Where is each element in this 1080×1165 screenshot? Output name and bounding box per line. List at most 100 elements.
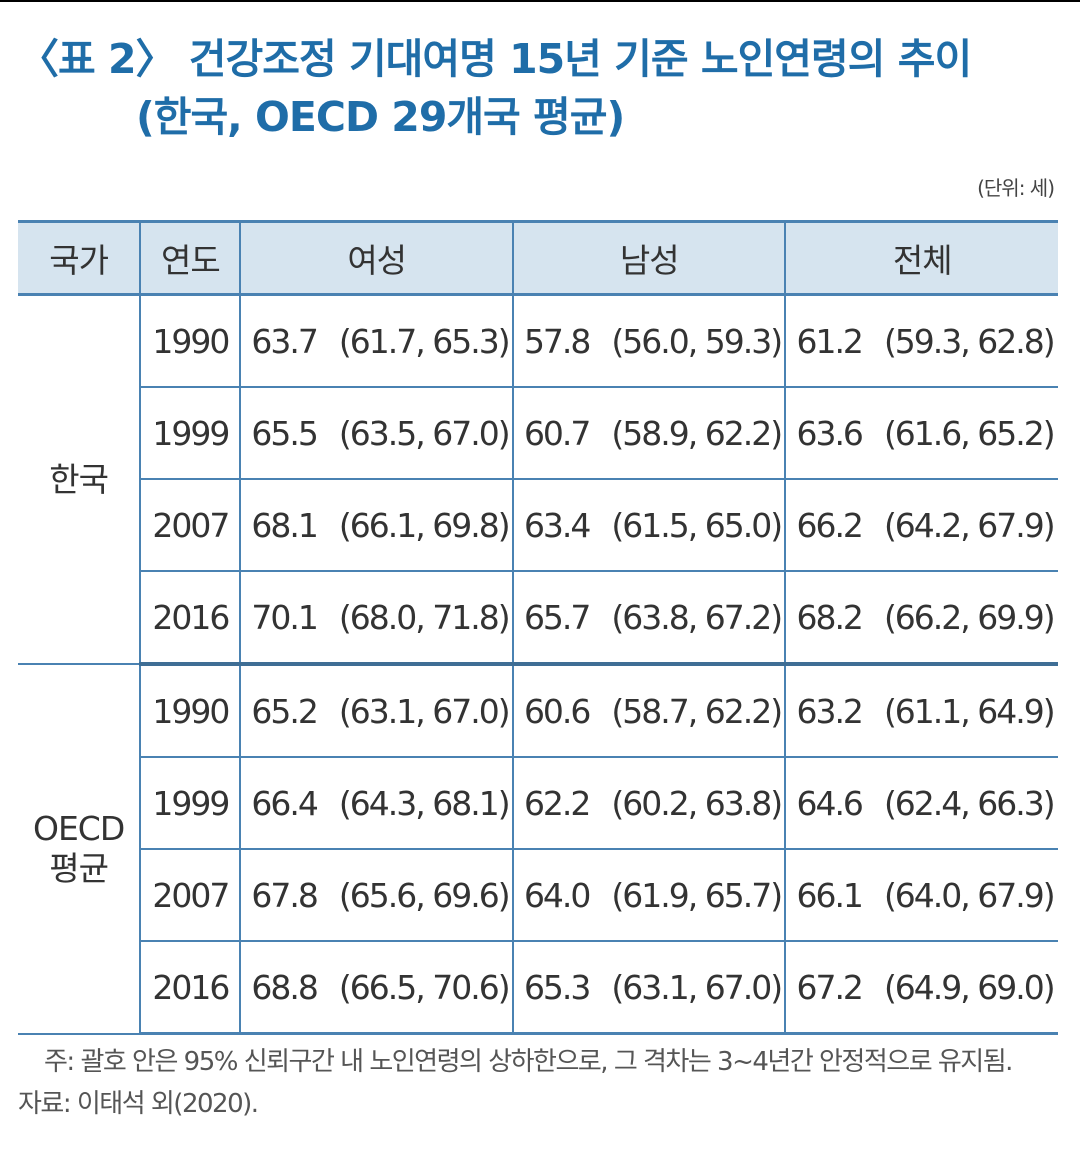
table-row: 2007 67.8 (65.6, 69.6) 64.0 (61.9, 65.7) 66.1… [18,849,1058,942]
table-row: 2007 68.1 (66.1, 69.8) 63.4 (61.5, 65.0) 66.2… [18,479,1058,572]
female-value: 66.4 [251,783,318,823]
total-value: 66.1 [796,875,863,915]
total-cell: 63.2 (61.1, 64.9) [784,664,1058,758]
total-confidence-interval: (66.2, 69.9) [883,597,1056,637]
female-confidence-interval: (68.0, 71.8) [338,597,511,637]
year-cell: 1999 [139,757,241,850]
header-row: 국가 연도 여성 남성 전체 [18,220,1058,296]
table-row: 한국 1990 63.7 (61.7, 65.3) 57.8 (56.0, 59.3) 61… [18,294,1058,665]
title-line-1: 〈표 2〉 건강조정 기대여명 15년 기준 노인연령의 추이 [18,35,972,83]
country-cell: 한국 [18,294,141,665]
header-year: 연도 [139,220,241,296]
country-name-line-2: 평균 [49,848,109,888]
total-cell: 67.2 (64.9, 69.0) [784,941,1058,1035]
male-cell: 65.7 (63.8, 67.2) [511,571,786,666]
female-cell: 68.1 (66.1, 69.8) [239,479,513,572]
table-title: 〈표 2〉 건강조정 기대여명 15년 기준 노인연령의 추이 (한국, OEC… [18,30,1068,146]
total-confidence-interval: (64.9, 69.0) [883,967,1056,1007]
female-confidence-interval: (61.7, 65.3) [338,321,511,361]
female-value: 68.8 [251,967,318,1007]
male-confidence-interval: (58.9, 62.2) [611,413,783,453]
header-country: 국가 [18,220,141,296]
year-cell: 2016 [139,571,241,666]
year-cell: 1990 [139,294,241,388]
male-cell: 60.6 (58.7, 62.2) [511,664,786,758]
female-confidence-interval: (63.5, 67.0) [338,413,511,453]
country-name: OECD [32,808,125,848]
female-cell: 65.5 (63.5, 67.0) [239,387,513,480]
total-value: 61.2 [796,321,863,361]
male-confidence-interval: (63.1, 67.0) [611,967,783,1007]
male-value: 60.7 [523,413,591,453]
year-cell: 1990 [139,664,241,758]
male-value: 65.7 [523,597,591,637]
year-cell: 2007 [139,479,241,572]
year-cell: 2007 [139,849,241,942]
female-cell: 63.7 (61.7, 65.3) [239,294,513,388]
male-confidence-interval: (61.5, 65.0) [611,505,783,545]
year-cell: 1999 [139,387,241,480]
female-confidence-interval: (66.5, 70.6) [338,967,511,1007]
total-confidence-interval: (61.1, 64.9) [883,691,1056,731]
female-value: 65.5 [251,413,318,453]
male-cell: 64.0 (61.9, 65.7) [511,849,786,942]
male-cell: 65.3 (63.1, 67.0) [511,941,786,1035]
table-row: 2016 68.8 (66.5, 70.6) 65.3 (63.1, 67.0) 67.2… [18,941,1058,1035]
country-name: 한국 [49,459,109,499]
table-row: OECD 평균 1990 65.2 (63.1, 67.0) 60.6 (58.7, 62.… [18,664,1058,1035]
total-cell: 61.2 (59.3, 62.8) [784,294,1058,388]
total-value: 68.2 [796,597,863,637]
header-male: 남성 [511,220,786,296]
male-value: 57.8 [523,321,591,361]
total-value: 66.2 [796,505,863,545]
total-confidence-interval: (64.0, 67.9) [883,875,1056,915]
female-confidence-interval: (64.3, 68.1) [338,783,511,823]
female-value: 68.1 [251,505,318,545]
total-confidence-interval: (59.3, 62.8) [883,321,1056,361]
female-confidence-interval: (66.1, 69.8) [338,505,511,545]
total-value: 63.2 [796,691,863,731]
country-cell: OECD 평균 [18,664,141,1035]
total-cell: 68.2 (66.2, 69.9) [784,571,1058,666]
unit-label: (단위: 세) [977,176,1055,200]
title-line-2: (한국, OECD 29개국 평균) [136,93,625,141]
male-confidence-interval: (61.9, 65.7) [611,875,783,915]
male-cell: 60.7 (58.9, 62.2) [511,387,786,480]
notes: 주: 괄호 안은 95% 신뢰구간 내 노인연령의 상하한으로, 그 격차는 3… [18,1043,1068,1123]
table-row: 1999 66.4 (64.3, 68.1) 62.2 (60.2, 63.8) 64.6… [18,757,1058,850]
female-value: 65.2 [251,691,318,731]
male-cell: 63.4 (61.5, 65.0) [511,479,786,572]
male-confidence-interval: (56.0, 59.3) [611,321,783,361]
source-note: 자료: 이태석 외(2020). [18,1089,259,1119]
male-value: 64.0 [523,875,591,915]
total-value: 67.2 [796,967,863,1007]
female-cell: 68.8 (66.5, 70.6) [239,941,513,1035]
female-value: 70.1 [251,597,318,637]
female-cell: 67.8 (65.6, 69.6) [239,849,513,942]
male-cell: 57.8 (56.0, 59.3) [511,294,786,388]
top-border [0,0,1080,2]
table-body: 한국 1990 63.7 (61.7, 65.3) 57.8 (56.0, 59.3) 61… [18,294,1058,1035]
male-cell: 62.2 (60.2, 63.8) [511,757,786,850]
male-confidence-interval: (63.8, 67.2) [611,597,783,637]
year-cell: 2016 [139,941,241,1035]
female-confidence-interval: (65.6, 69.6) [338,875,511,915]
male-confidence-interval: (58.7, 62.2) [611,691,783,731]
footnote: 주: 괄호 안은 95% 신뢰구간 내 노인연령의 상하한으로, 그 격차는 3… [44,1047,1013,1077]
female-confidence-interval: (63.1, 67.0) [338,691,511,731]
total-value: 64.6 [796,783,863,823]
table-row: 1999 65.5 (63.5, 67.0) 60.7 (58.9, 62.2) 63.6… [18,387,1058,480]
table-row: 2016 70.1 (68.0, 71.8) 65.7 (63.8, 67.2) 68.2… [18,571,1058,666]
female-cell: 65.2 (63.1, 67.0) [239,664,513,758]
total-cell: 66.1 (64.0, 67.9) [784,849,1058,942]
male-value: 63.4 [523,505,591,545]
male-value: 62.2 [523,783,591,823]
male-value: 65.3 [523,967,591,1007]
total-value: 63.6 [796,413,863,453]
female-cell: 66.4 (64.3, 68.1) [239,757,513,850]
male-value: 60.6 [523,691,591,731]
data-table: 국가 연도 여성 남성 전체 한국 1990 63.7 (61.7, 65.3) 57.… [18,220,1058,1035]
total-confidence-interval: (62.4, 66.3) [883,783,1056,823]
total-cell: 64.6 (62.4, 66.3) [784,757,1058,850]
female-cell: 70.1 (68.0, 71.8) [239,571,513,666]
